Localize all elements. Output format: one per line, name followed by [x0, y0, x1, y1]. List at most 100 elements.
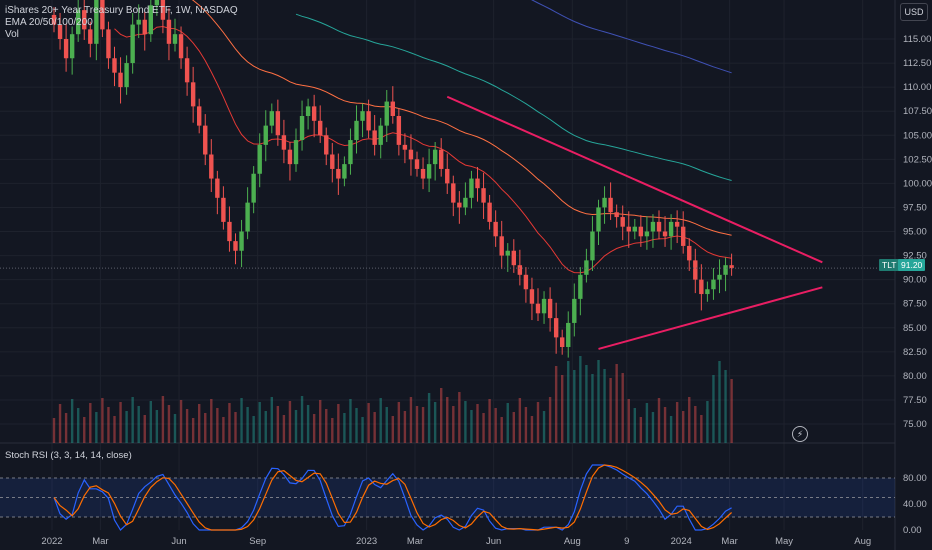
price-tick-label: 97.50 [903, 202, 927, 213]
candle [239, 231, 244, 251]
volume-bar [167, 405, 171, 443]
ema100-line [295, 13, 732, 181]
volume-bar [300, 396, 304, 443]
candle [668, 221, 674, 237]
volume-bar [173, 414, 177, 443]
candle [420, 168, 426, 179]
volume-bar [700, 415, 703, 443]
volume-bar [204, 413, 207, 443]
time-tick-label: 9 [624, 536, 629, 547]
candle [541, 298, 547, 314]
volume-bar [119, 402, 122, 443]
volume-bar [288, 401, 292, 443]
volume-bar [282, 415, 286, 443]
trendline [446, 95, 823, 264]
volume-bar [536, 402, 540, 443]
volume-bar [597, 360, 600, 443]
currency-button[interactable]: USD [900, 3, 928, 21]
candle [269, 111, 274, 126]
candle [372, 130, 377, 145]
volume-bar [488, 399, 491, 443]
volume-bar [125, 411, 128, 443]
candle [378, 125, 383, 145]
volume-bar [349, 399, 352, 443]
volume-bar [633, 408, 636, 443]
volume-bar [149, 401, 152, 443]
volume-bar [331, 418, 334, 443]
price-tick-label: 112.50 [903, 58, 931, 69]
volume-bar [137, 406, 140, 443]
volume-bar [70, 399, 74, 443]
candle [439, 149, 444, 169]
price-tick-label: 87.50 [903, 299, 927, 310]
candle [299, 116, 305, 141]
candle [632, 226, 637, 232]
price-tick-label: 107.50 [903, 106, 932, 117]
time-tick-label: Mar [721, 536, 737, 547]
candle [729, 265, 734, 269]
volume-bar [639, 417, 643, 443]
volume-bar [198, 404, 201, 443]
time-tick-label: 2024 [671, 536, 692, 547]
vol-legend: Vol [5, 29, 19, 40]
candle [626, 226, 631, 232]
rsi-tick-label: 0.00 [903, 525, 922, 536]
candle [681, 226, 686, 246]
candle [529, 289, 535, 304]
volume-bar [494, 408, 497, 443]
candle [414, 159, 420, 169]
candle [124, 63, 129, 88]
candle [650, 221, 656, 232]
volume-bar [433, 402, 437, 443]
candle [638, 226, 644, 237]
grid [0, 0, 896, 550]
volume-bar [561, 375, 564, 443]
volume-bar [415, 406, 419, 443]
candle [711, 279, 716, 290]
volume-bar [77, 408, 80, 443]
ema-legend: EMA 20/50/100/200 [5, 17, 93, 28]
candle [590, 231, 595, 261]
volume-bar [579, 356, 582, 443]
candle [360, 111, 365, 121]
last-price-badge: 91.20 [898, 259, 926, 271]
candle [94, 0, 99, 44]
lightning-icon[interactable]: ⚡ [792, 426, 808, 442]
volume-bar [113, 416, 116, 443]
volume-bar [264, 411, 267, 443]
volume-bar [403, 411, 407, 443]
volume-bar [688, 397, 691, 443]
candle [69, 34, 75, 59]
candle [63, 39, 69, 59]
candle [142, 19, 147, 35]
candle [614, 212, 619, 218]
volume-bar [367, 403, 370, 443]
price-tick-label: 95.00 [903, 227, 927, 238]
volume-bar [712, 375, 715, 443]
candle [178, 34, 184, 59]
ema50-line [191, 0, 732, 236]
volume-bar [343, 413, 346, 443]
candle [699, 279, 704, 295]
candle [432, 149, 438, 165]
time-tick-label: Mar [407, 536, 423, 547]
volume-bar [567, 361, 570, 443]
candle [287, 149, 293, 165]
volume-bar [319, 400, 322, 443]
volume-bar [294, 410, 298, 443]
symbol-badge: TLT [879, 259, 900, 271]
volume-bar [409, 397, 413, 443]
price-tick-label: 90.00 [903, 275, 927, 286]
candle [584, 260, 589, 275]
candle [451, 183, 456, 203]
volume-bar [216, 408, 219, 443]
candle [445, 168, 450, 184]
candle [209, 154, 214, 179]
candle [475, 178, 480, 189]
candle [342, 164, 347, 179]
candle [221, 197, 226, 222]
volume-bar [325, 409, 328, 443]
candle [184, 58, 190, 83]
candle [687, 245, 692, 261]
